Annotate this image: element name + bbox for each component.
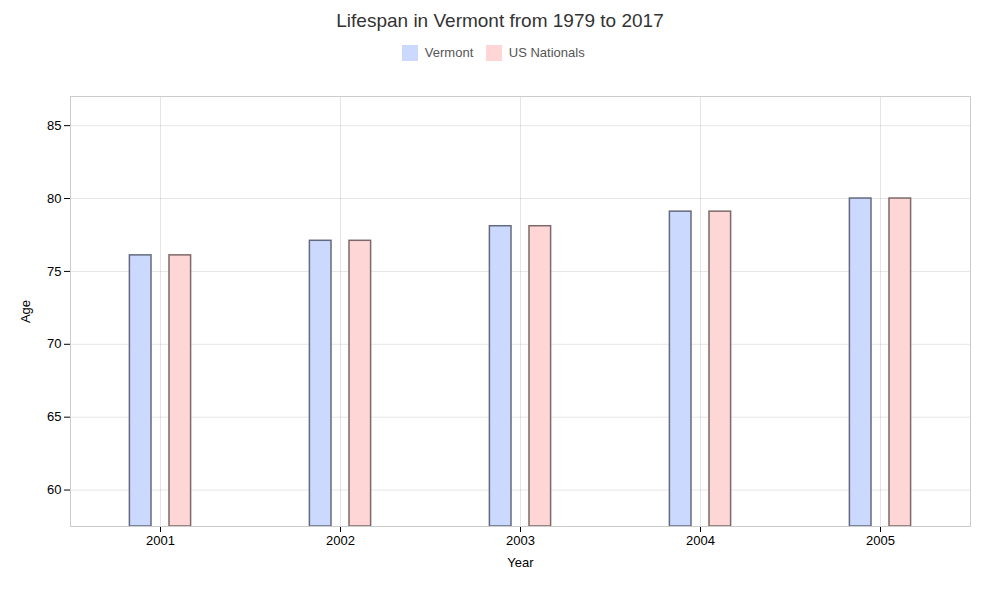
svg-text:60: 60 <box>47 482 61 497</box>
svg-text:2002: 2002 <box>326 532 355 547</box>
svg-text:70: 70 <box>47 336 61 351</box>
svg-text:2003: 2003 <box>506 532 535 547</box>
svg-text:85: 85 <box>47 117 61 132</box>
svg-text:Year: Year <box>507 554 534 569</box>
svg-text:2005: 2005 <box>866 532 895 547</box>
svg-text:75: 75 <box>47 263 61 278</box>
svg-text:Age: Age <box>18 299 33 322</box>
svg-text:80: 80 <box>47 190 61 205</box>
html-text:Vermont: Vermont <box>424 45 474 60</box>
html-text:US Nationals: US Nationals <box>508 45 585 60</box>
svg-text:65: 65 <box>47 409 61 424</box>
svg-text:2004: 2004 <box>686 532 715 547</box>
svg-text:2001: 2001 <box>146 532 175 547</box>
html-text:Lifespan in Vermont from 1979: Lifespan in Vermont from 1979 to 2017 <box>336 10 664 31</box>
